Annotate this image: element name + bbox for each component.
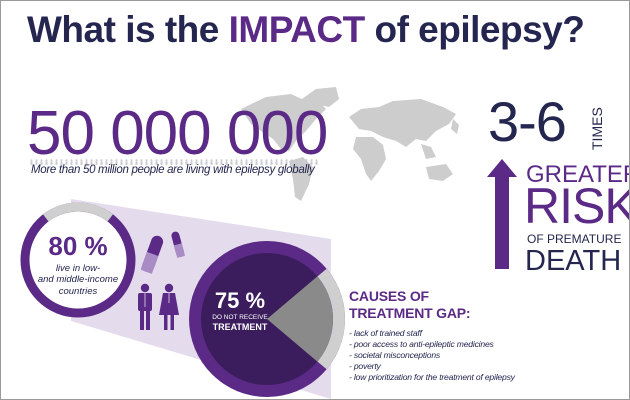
treatment-percent: 75 % bbox=[214, 288, 266, 313]
world-map-icon bbox=[241, 87, 459, 201]
people-row-icon bbox=[29, 159, 319, 165]
premature-label: OF PREMATURE bbox=[527, 232, 622, 246]
treatment-caption-bold: TREATMENT bbox=[212, 322, 268, 332]
cause-item: - poverty bbox=[349, 361, 381, 371]
risk-label: RISK bbox=[524, 178, 630, 234]
greater-label: GREATER bbox=[526, 161, 630, 188]
pills-icon bbox=[141, 231, 186, 274]
death-label: DEATH bbox=[525, 245, 622, 277]
income-ring-chart bbox=[20, 202, 136, 318]
global-count: 50 000 000 bbox=[27, 99, 328, 168]
causes-list: - lack of trained staff - poor access to… bbox=[349, 328, 515, 383]
income-percent: 80 % bbox=[48, 231, 108, 261]
income-caption: live in low- and middle-income countries bbox=[37, 263, 119, 297]
treatment-pie-chart bbox=[189, 241, 345, 397]
title-accent: IMPACT bbox=[228, 9, 366, 50]
page-title: What is the IMPACT of epilepsy? bbox=[27, 9, 585, 50]
up-arrow-icon bbox=[487, 159, 517, 269]
cause-item: - societal misconceptions bbox=[349, 350, 441, 360]
treatment-caption-small: DO NOT RECEIVE bbox=[212, 314, 268, 321]
global-caption: More than 50 million people are living w… bbox=[31, 164, 315, 176]
causes-heading: CAUSES OF TREATMENT GAP: bbox=[349, 288, 471, 322]
cause-item: - low prioritization for the treatment o… bbox=[349, 372, 515, 382]
times-label: TIMES bbox=[589, 107, 605, 150]
risk-multiplier: 3-6 bbox=[488, 90, 567, 153]
cause-item: - poor access to anti-epileptic medicine… bbox=[349, 339, 494, 349]
cause-item: - lack of trained staff bbox=[349, 328, 422, 338]
man-woman-icon bbox=[138, 283, 179, 330]
